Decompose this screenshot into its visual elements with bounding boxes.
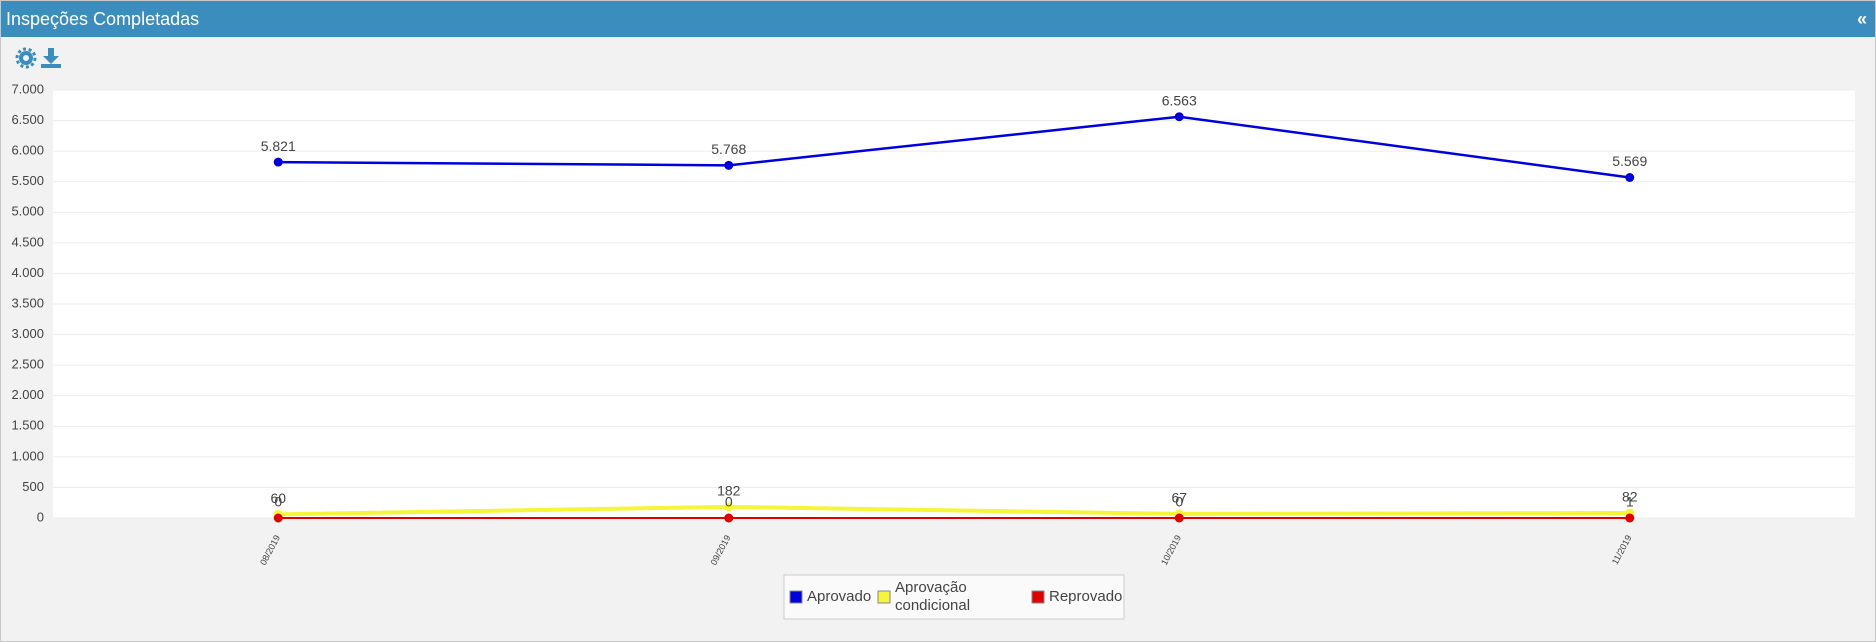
collapse-button[interactable]: « (1856, 9, 1867, 29)
legend-label: Reprovado (1049, 588, 1122, 605)
x-tick-label: 08/2019 (258, 533, 282, 566)
panel-title: Inspeções Completadas (6, 9, 200, 29)
data-label: 6.563 (1162, 92, 1197, 108)
y-tick-label: 6.000 (11, 143, 44, 158)
y-tick-label: 6.500 (11, 112, 44, 127)
y-tick-label: 4.500 (11, 234, 44, 249)
y-tick-label: 1.000 (11, 448, 44, 463)
data-label: 1 (1626, 494, 1634, 510)
settings-icon[interactable] (15, 47, 37, 69)
series-line (278, 115, 1630, 179)
data-label: 60 (270, 490, 286, 506)
y-tick-label: 3.000 (11, 326, 44, 341)
legend (783, 574, 1125, 620)
data-point (724, 502, 734, 512)
legend-label: Aprovação condicional (895, 579, 970, 614)
legend-swatch (789, 590, 803, 604)
x-tick-label: 11/2019 (1610, 533, 1634, 566)
y-tick-label: 500 (22, 479, 44, 494)
data-label: 0 (1175, 494, 1183, 510)
data-point (1625, 172, 1635, 182)
y-tick-label: 4.000 (11, 265, 44, 280)
data-point (724, 513, 734, 523)
data-label: 5.768 (711, 141, 746, 157)
series-line (278, 504, 1630, 517)
data-label: 67 (1171, 490, 1187, 506)
legend-swatch (1031, 590, 1045, 604)
data-point (273, 157, 283, 167)
download-icon[interactable] (41, 48, 61, 68)
data-point (724, 160, 734, 170)
x-tick-label: 10/2019 (1159, 533, 1183, 566)
y-tick-label: 0 (37, 509, 44, 524)
data-label: 182 (717, 483, 741, 499)
data-label: 0 (725, 494, 733, 510)
y-tick-label: 2.000 (11, 387, 44, 402)
data-label: 5.569 (1612, 153, 1647, 169)
y-tick-label: 3.500 (11, 295, 44, 310)
x-tick-label: 09/2019 (709, 533, 733, 566)
legend-swatch (877, 590, 891, 604)
data-label: 5.821 (261, 138, 296, 154)
legend-label: Aprovado (807, 588, 871, 605)
data-label: 0 (274, 494, 282, 510)
y-tick-label: 5.500 (11, 173, 44, 188)
data-point (1625, 513, 1635, 523)
y-tick-label: 2.500 (11, 357, 44, 372)
y-tick-label: 5.000 (11, 204, 44, 219)
y-tick-label: 1.500 (11, 418, 44, 433)
data-point (1174, 513, 1184, 523)
panel-header: Inspeções Completadas « (1, 1, 1875, 37)
data-point (1174, 112, 1184, 122)
y-tick-label: 7.000 (11, 81, 44, 96)
data-point (273, 513, 283, 523)
data-label: 82 (1622, 489, 1638, 505)
